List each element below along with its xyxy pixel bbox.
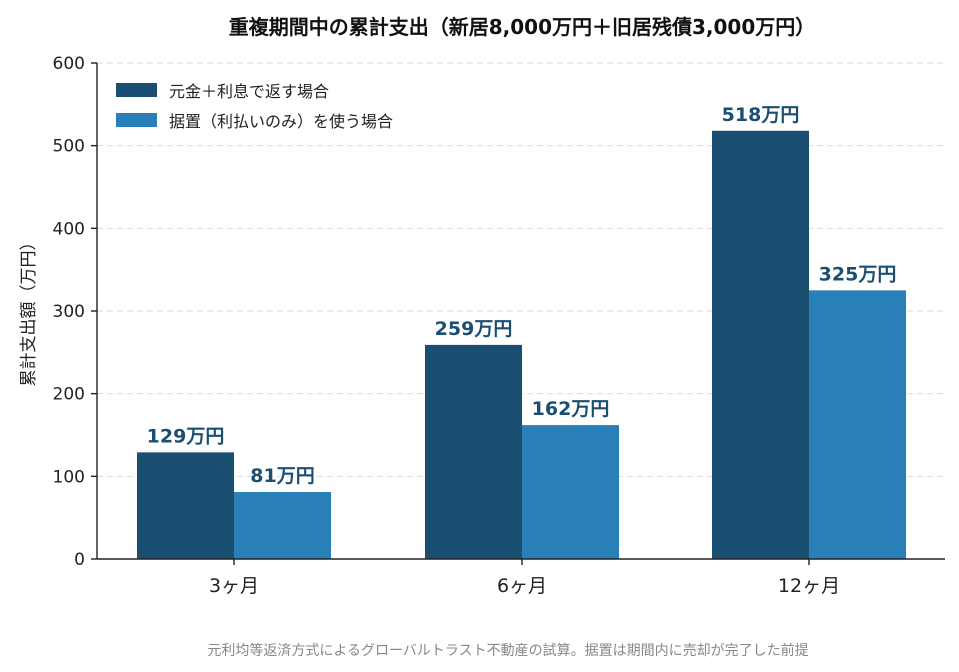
bar-repayment xyxy=(137,452,234,559)
bar-value-label: 81万円 xyxy=(250,465,314,487)
bar-deferment xyxy=(809,290,906,559)
footnote: 元利均等返済方式によるグローバルトラスト不動産の試算。据置は期間内に売却が完了し… xyxy=(207,642,808,659)
y-tick-label: 300 xyxy=(53,302,85,322)
legend-label-deferment: 据置（利払いのみ）を使う場合 xyxy=(169,112,393,131)
bar-repayment xyxy=(425,344,522,559)
bar-value-label: 259万円 xyxy=(435,318,513,340)
y-tick-label: 400 xyxy=(53,219,85,239)
bar-repayment xyxy=(712,130,809,559)
y-tick-label: 500 xyxy=(53,137,85,157)
bar-deferment xyxy=(522,425,619,559)
chart-title: 重複期間中の累計支出（新居8,000万円＋旧居残債3,000万円） xyxy=(229,15,816,39)
x-tick-label: 3ヶ月 xyxy=(209,575,259,597)
axes-layer: 0 100 200 300 400 500 600 3ヶ月 6ヶ月 12ヶ月 xyxy=(53,54,945,597)
y-axis-label: 累計支出額（万円） xyxy=(19,234,39,387)
y-tick-label: 200 xyxy=(53,385,85,405)
y-tick-label: 100 xyxy=(53,467,85,487)
labels-layer: 129万円 259万円 518万円 81万円 162万円 325万円 xyxy=(147,104,897,487)
y-tick-label: 0 xyxy=(74,550,85,570)
legend-swatch-repayment xyxy=(116,83,157,97)
bar-value-label: 518万円 xyxy=(722,104,800,126)
x-tick-label: 12ヶ月 xyxy=(778,575,840,597)
legend: 元金＋利息で返す場合 据置（利払いのみ）を使う場合 xyxy=(116,82,393,131)
bar-deferment xyxy=(234,492,331,559)
bar-value-label: 325万円 xyxy=(819,263,897,285)
y-tick-label: 600 xyxy=(53,54,85,74)
x-tick-label: 6ヶ月 xyxy=(497,575,547,597)
bar-value-label: 162万円 xyxy=(532,398,610,420)
bars-layer xyxy=(137,130,906,559)
bar-value-label: 129万円 xyxy=(147,425,225,447)
legend-swatch-deferment xyxy=(116,113,157,127)
legend-label-repayment: 元金＋利息で返す場合 xyxy=(169,82,329,101)
